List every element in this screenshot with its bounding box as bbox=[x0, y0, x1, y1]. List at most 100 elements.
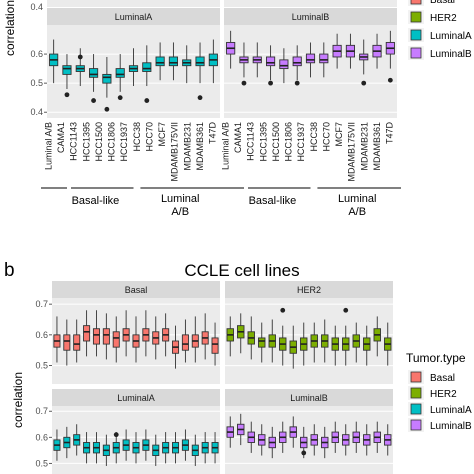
panel-b-LuminalB-box bbox=[289, 416, 297, 448]
facet-strip-label: LuminalA bbox=[115, 12, 153, 22]
x-tick-label: HCC38 bbox=[132, 122, 142, 152]
y-axis-label: correlation bbox=[11, 372, 25, 428]
panel-b-LuminalB-box bbox=[226, 416, 234, 448]
panel-b-Basal-box bbox=[63, 319, 71, 366]
y-tick-label: 0.5 bbox=[35, 361, 48, 371]
y-tick-label: 0.5 bbox=[30, 78, 43, 88]
facet-panel-cropped bbox=[47, 0, 220, 7]
box-iqr bbox=[266, 56, 276, 67]
panel-b-LuminalA-box bbox=[83, 432, 91, 464]
panel-b-label: b bbox=[4, 260, 15, 281]
panel-a-LuminalB-box bbox=[359, 39, 369, 86]
panel-b-LuminalB-box bbox=[384, 424, 392, 456]
box-iqr bbox=[142, 62, 152, 72]
panel-b-HER2-box bbox=[289, 325, 297, 369]
box-iqr bbox=[92, 328, 100, 345]
box-iqr bbox=[168, 56, 178, 67]
facet-strip bbox=[224, 8, 397, 25]
panel-b-Basal-box bbox=[102, 313, 110, 360]
panel-b-HER2-box bbox=[310, 322, 318, 363]
legend-label: Basal bbox=[430, 373, 455, 384]
x-tick-label: HCC1937 bbox=[296, 122, 306, 162]
panel-b-LuminalA-box bbox=[112, 432, 120, 464]
y-tick-label: 0.4 bbox=[30, 107, 43, 117]
panel-b-LuminalA-box bbox=[53, 429, 61, 461]
panel-b-LuminalB-box bbox=[373, 421, 381, 453]
x-tick-label: HCC1806 bbox=[284, 122, 294, 162]
panel-b-LuminalB-box bbox=[268, 426, 276, 459]
box-iqr bbox=[102, 73, 112, 84]
box-iqr bbox=[62, 65, 72, 75]
panel-b-HER2-box bbox=[342, 307, 350, 366]
facet-strip bbox=[225, 389, 393, 406]
facet-strip-label: Basal bbox=[125, 285, 148, 295]
panel-b-Basal-box bbox=[201, 313, 209, 360]
x-tick-label: CAMA1 bbox=[56, 122, 66, 153]
x-tick-label: HCC1500 bbox=[271, 122, 281, 162]
legend-swatch bbox=[410, 11, 422, 23]
facet-strip-label: LuminalB bbox=[290, 393, 328, 403]
panel-a-LuminalA-box bbox=[102, 56, 112, 112]
box-iqr bbox=[112, 331, 120, 348]
panel-b-LuminalB-box bbox=[247, 421, 255, 453]
facet-panel-cropped bbox=[224, 0, 397, 7]
facet-strip bbox=[225, 281, 393, 298]
panel-b-LuminalB-box bbox=[352, 421, 360, 453]
panel-b-Basal-box bbox=[92, 310, 100, 357]
panel-a-LuminalB-box bbox=[345, 33, 355, 69]
panel-b-LuminalA-box bbox=[63, 426, 71, 459]
x-tick-label: Luminal A/B bbox=[43, 122, 53, 170]
panel-b-HER2-box bbox=[321, 319, 329, 363]
outlier-point bbox=[91, 98, 96, 103]
outlier-point bbox=[197, 95, 203, 101]
panel-b-LuminalB-box bbox=[258, 424, 266, 456]
outlier-point bbox=[387, 77, 393, 83]
panel-a-LuminalA-box bbox=[115, 54, 125, 101]
panel-a-axis-text: Luminal A/B CAMA1 HCC1143 HCC1395 HCC1500 HCC… bbox=[41, 122, 401, 218]
legend-swatch bbox=[410, 47, 422, 59]
panel-a-LuminalB-box bbox=[385, 30, 395, 83]
x-tick-label: MDAMB361 bbox=[195, 122, 205, 171]
outlier-point bbox=[343, 307, 349, 313]
x-tick-label: HCC70 bbox=[321, 122, 331, 152]
outlier-point bbox=[361, 80, 367, 86]
x-tick-label: HCC1143 bbox=[246, 122, 256, 161]
outlier-point bbox=[280, 307, 286, 313]
panel-b-Basal-box bbox=[181, 319, 189, 363]
panel-b-LuminalA-box bbox=[201, 432, 209, 464]
panel-a-chart: 0.4 LuminalA 0.4 0.5 0.6 LuminalB correlation bbox=[3, 0, 397, 118]
panel-b-Basal-box bbox=[83, 310, 91, 357]
panel-b-LuminalB-box bbox=[237, 413, 245, 446]
x-tick-label: HCC1806 bbox=[107, 122, 117, 162]
outlier-point bbox=[241, 80, 247, 86]
panel-a-LuminalB-box bbox=[226, 30, 236, 69]
panel-b-LuminalB-box bbox=[310, 424, 318, 456]
facet-strip-label: LuminalA bbox=[117, 393, 155, 403]
panel-b-HER2-box bbox=[373, 316, 381, 357]
x-tick-label: CAMA1 bbox=[233, 122, 243, 153]
panel-a-LuminalB-box bbox=[372, 33, 382, 69]
panel-b-chart: Basal 0.5 0.6 0.7 HER2 LuminalA 0.5 0.6 0.7 Lumin… bbox=[11, 281, 393, 474]
panel-b-LuminalA-box bbox=[211, 432, 219, 464]
panel-a-LuminalB-box bbox=[279, 48, 289, 84]
x-tick-label: MDAMB231 bbox=[359, 122, 369, 171]
panel-b-HER2-box bbox=[352, 322, 360, 363]
facet-strip-label: HER2 bbox=[297, 285, 321, 295]
box-iqr bbox=[63, 334, 71, 351]
box-iqr bbox=[305, 53, 316, 64]
x-tick-label: MDAMB175VII bbox=[347, 122, 357, 182]
box-iqr bbox=[258, 337, 266, 348]
panel-b-HER2-box bbox=[279, 307, 287, 366]
panel-b-HER2-box bbox=[268, 319, 276, 363]
panel-b-LuminalA-box bbox=[92, 432, 100, 464]
panel-b-Basal-box bbox=[211, 322, 219, 366]
outlier-point bbox=[268, 80, 273, 86]
panel-b-Basal-box bbox=[73, 319, 81, 363]
legend-swatch bbox=[410, 0, 422, 5]
panel-b-LuminalA-box bbox=[142, 429, 150, 461]
panel-b-HER2-box bbox=[258, 322, 266, 363]
box-iqr bbox=[279, 59, 289, 70]
panel-a-legend: Basal HER2 LuminalA LuminalB bbox=[408, 0, 472, 60]
legend-label: LuminalB bbox=[430, 421, 472, 432]
legend-swatch bbox=[410, 29, 422, 41]
